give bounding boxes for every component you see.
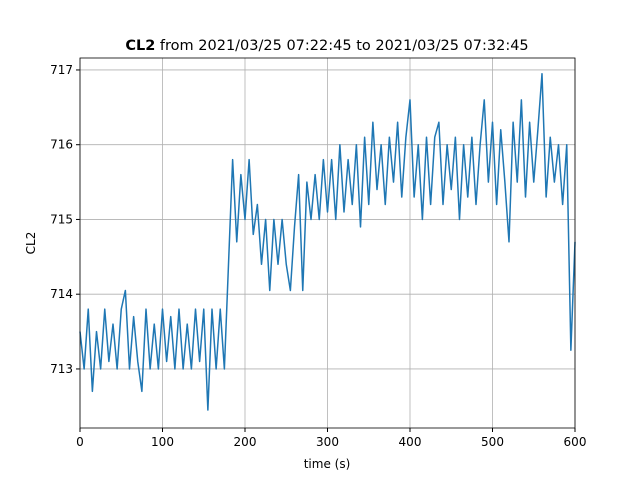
data-line (79, 72, 576, 411)
y-tick-label: 713 (50, 362, 73, 376)
x-tick-label: 200 (234, 435, 257, 449)
title-bold: CL2 (125, 38, 155, 54)
chart-title: CL2 from 2021/03/25 07:22:45 to 2021/03/… (125, 38, 528, 54)
plot-frame (79, 57, 576, 429)
x-tick-label: 300 (316, 435, 339, 449)
x-tick-label: 100 (151, 435, 174, 449)
x-axis-label: time (s) (304, 457, 351, 471)
y-tick-label: 716 (50, 138, 73, 152)
x-tick-label: 400 (399, 435, 422, 449)
x-tick-label: 600 (564, 435, 587, 449)
x-tick-label: 500 (481, 435, 504, 449)
y-axis-label: CL2 (24, 232, 38, 255)
x-tick-label: 0 (76, 435, 84, 449)
title-text: from 2021/03/25 07:22:45 to 2021/03/25 0… (160, 38, 529, 54)
y-tick-label: 714 (50, 287, 73, 301)
y-tick-label: 715 (50, 212, 73, 226)
y-tick-label: 717 (50, 63, 73, 77)
